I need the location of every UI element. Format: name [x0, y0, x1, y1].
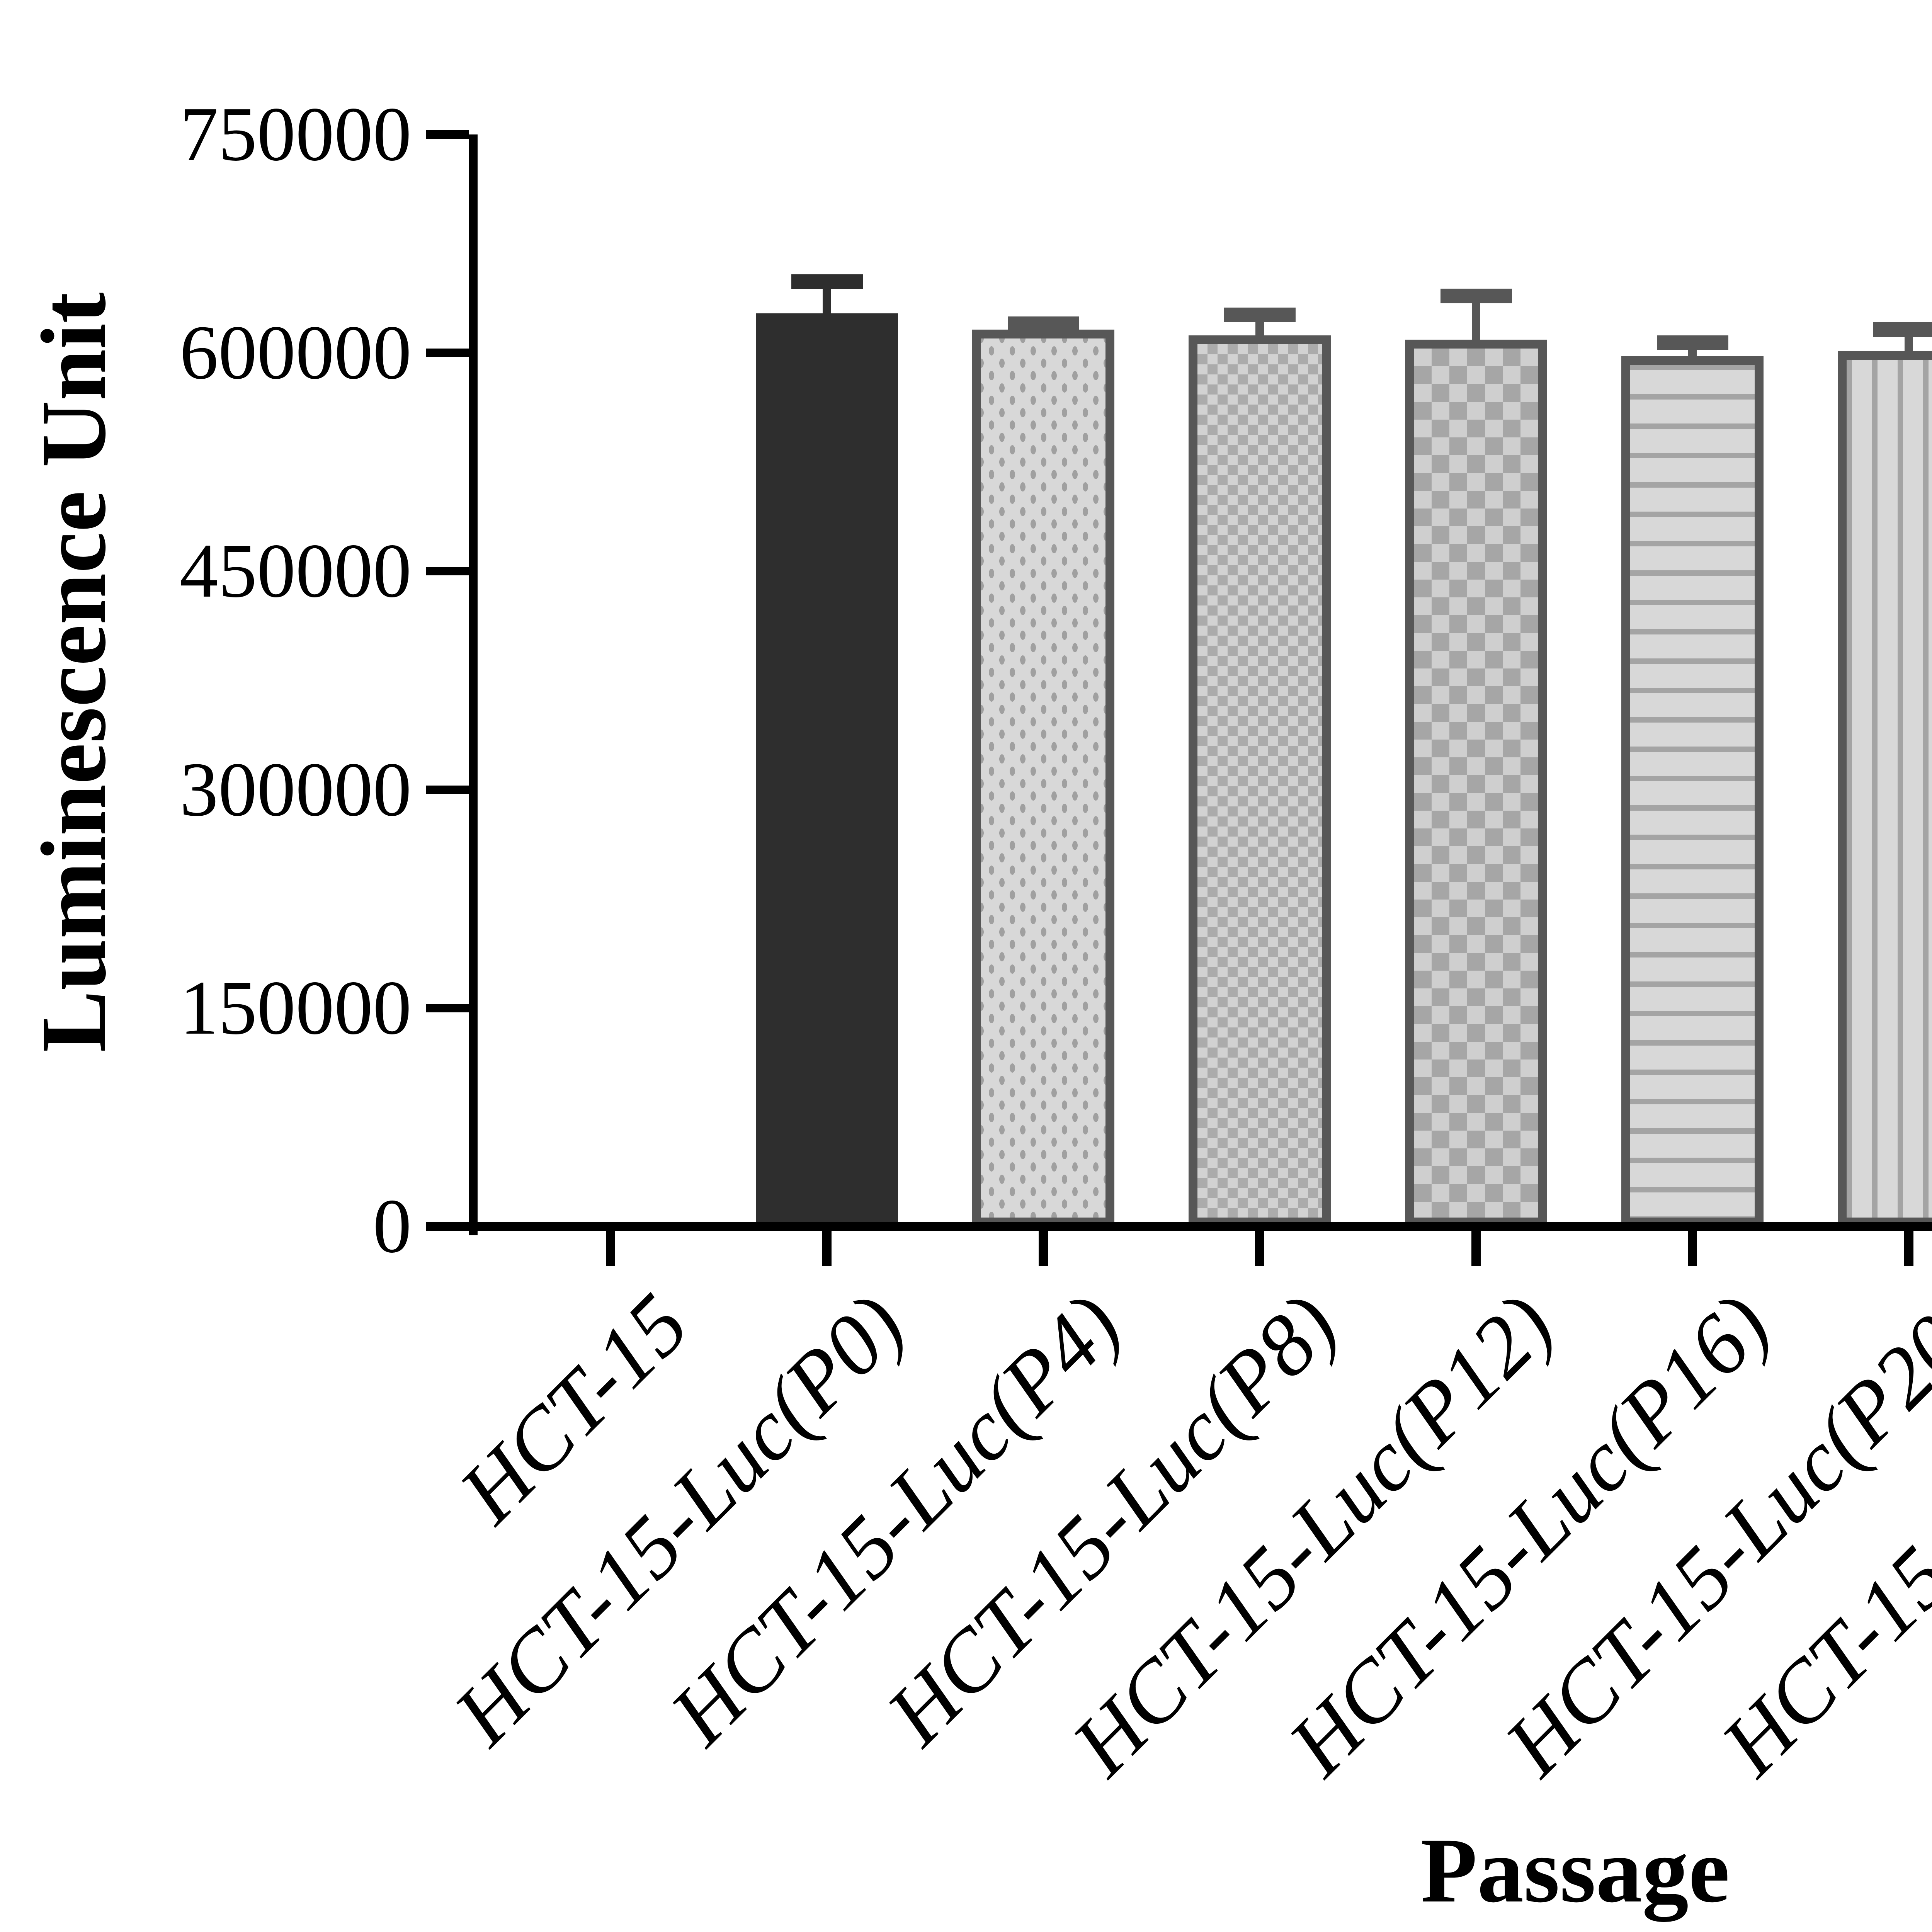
error-bar-cap	[791, 274, 863, 289]
bar-HCT-15-Luc(P0)	[756, 313, 898, 1226]
error-bar-cap	[1440, 289, 1512, 304]
x-tick	[1255, 1231, 1264, 1266]
x-tick	[1039, 1231, 1048, 1266]
y-tick	[426, 1003, 469, 1012]
y-tick-label: 450000	[180, 528, 412, 614]
y-tick	[426, 1222, 469, 1231]
y-tick-label: 300000	[180, 747, 412, 832]
bar-HCT-15-Luc(P8)	[1189, 335, 1331, 1226]
x-tick	[606, 1231, 615, 1266]
y-tick-label: 0	[373, 1184, 412, 1269]
y-tick-label: 750000	[180, 92, 412, 177]
y-tick	[426, 130, 469, 139]
y-tick	[426, 349, 469, 357]
x-tick	[1688, 1231, 1697, 1266]
y-tick-label: 600000	[180, 310, 412, 396]
error-bar-cap	[1873, 322, 1932, 337]
x-tick	[822, 1231, 832, 1266]
error-bar-cap	[1224, 308, 1296, 323]
y-tick	[426, 567, 469, 576]
error-bar-cap	[1007, 316, 1079, 331]
y-tick	[426, 785, 469, 794]
bar-HCT-15-Luc(P20)	[1838, 351, 1932, 1226]
bar-HCT-15-Luc(P12)	[1405, 340, 1547, 1226]
error-bar-cap	[1656, 335, 1728, 350]
y-axis-title: Luminescence Unit	[22, 292, 125, 1053]
bar-HCT-15-Luc(P16)	[1621, 355, 1764, 1226]
x-axis-line	[430, 1222, 1932, 1231]
y-tick-label: 150000	[180, 965, 412, 1051]
x-tick	[1904, 1231, 1913, 1266]
x-axis-title: Passage	[1420, 1819, 1730, 1922]
bar-HCT-15-Luc(P4)	[972, 329, 1114, 1226]
y-axis-line	[469, 134, 478, 1235]
x-tick	[1471, 1231, 1481, 1266]
